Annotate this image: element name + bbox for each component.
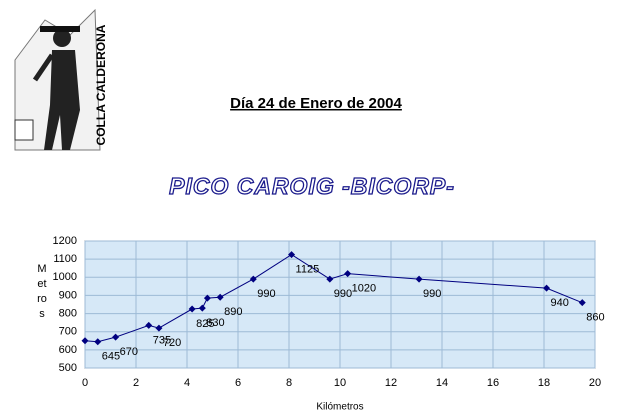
data-point xyxy=(155,324,163,332)
data-point xyxy=(145,321,153,329)
data-label: 890 xyxy=(224,306,242,318)
y-tick-label: 600 xyxy=(59,344,77,356)
data-point xyxy=(94,338,102,346)
data-point xyxy=(112,333,120,341)
data-point xyxy=(543,284,551,292)
data-label: 670 xyxy=(120,346,138,358)
data-label: 990 xyxy=(423,288,441,300)
x-tick-label: 4 xyxy=(184,377,190,389)
y-tick-label: 1100 xyxy=(53,253,77,265)
data-label: 645 xyxy=(102,351,120,363)
x-axis-label: Kilómetros xyxy=(316,402,363,413)
data-point xyxy=(188,305,196,313)
data-point xyxy=(288,251,296,259)
x-tick-label: 2 xyxy=(133,377,139,389)
x-tick-label: 20 xyxy=(589,377,601,389)
data-point xyxy=(326,275,334,283)
y-tick-label: 1000 xyxy=(53,271,77,283)
date-heading: Día 24 de Enero de 2004 xyxy=(230,95,402,112)
data-point xyxy=(216,293,224,301)
chart-title: PICO CAROIG -BICORP- xyxy=(169,173,455,199)
y-tick-label: 900 xyxy=(59,289,77,301)
x-tick-label: 8 xyxy=(286,377,292,389)
x-tick-label: 14 xyxy=(436,377,448,389)
data-point xyxy=(344,270,352,278)
data-line xyxy=(84,254,583,343)
data-point xyxy=(415,275,423,283)
x-tick-label: 0 xyxy=(82,377,88,389)
y-tick-label: 1200 xyxy=(53,235,77,247)
data-point xyxy=(81,337,89,345)
x-tick-label: 16 xyxy=(487,377,499,389)
x-tick-label: 12 xyxy=(385,377,397,389)
data-label: 1020 xyxy=(352,283,376,295)
data-point xyxy=(578,299,586,307)
data-label: 825 xyxy=(196,318,214,330)
data-label: 990 xyxy=(334,288,352,300)
y-tick-label: 800 xyxy=(59,307,77,319)
data-point xyxy=(198,304,206,312)
y-tick-label: 700 xyxy=(59,326,77,338)
x-tick-label: 10 xyxy=(334,377,346,389)
logo: COLLA CALDERONA xyxy=(14,8,108,151)
data-label: 1125 xyxy=(296,264,320,276)
data-point xyxy=(249,275,257,283)
data-label: 720 xyxy=(163,337,181,349)
y-tick-label: 500 xyxy=(59,362,77,374)
logo-text: COLLA CALDERONA xyxy=(94,24,108,145)
x-tick-label: 18 xyxy=(538,377,550,389)
data-label: 940 xyxy=(551,297,569,309)
data-point xyxy=(203,294,211,302)
y-axis-label: Metros xyxy=(37,263,47,320)
data-label: 735 xyxy=(153,334,171,346)
data-label: 860 xyxy=(586,312,604,324)
x-tick-label: 6 xyxy=(235,377,241,389)
data-label: 990 xyxy=(257,288,275,300)
data-label: 830 xyxy=(206,317,224,329)
